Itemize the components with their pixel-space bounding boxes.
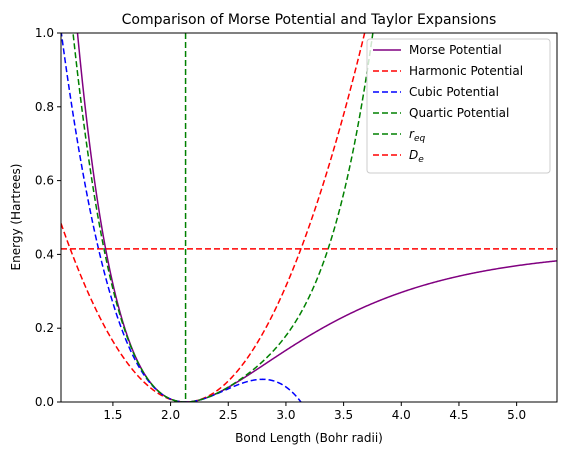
x-tick-label: 3.0	[276, 408, 295, 422]
legend-label: req	[409, 127, 425, 144]
y-axis-label: Energy (Hartrees)	[9, 164, 23, 271]
series-1	[61, 33, 366, 402]
x-tick-label: 1.5	[103, 408, 122, 422]
x-tick-label: 4.5	[449, 408, 468, 422]
x-tick-label: 2.5	[219, 408, 238, 422]
x-tick-label: 5.0	[507, 408, 526, 422]
legend-box	[366, 38, 551, 174]
legend-label: Quartic Potential	[409, 106, 509, 120]
x-tick-label: 3.5	[334, 408, 353, 422]
y-tick-label: 0.8	[35, 100, 54, 114]
series-3	[72, 33, 374, 402]
y-axis: 0.0 0.2 0.4 0.6 0.8 1.0	[35, 26, 61, 409]
series-layer	[61, 33, 557, 402]
x-tick-label: 4.0	[392, 408, 411, 422]
legend-label: Cubic Potential	[409, 85, 499, 99]
chart-title: Comparison of Morse Potential and Taylor…	[122, 12, 497, 28]
plot-frame	[60, 32, 558, 403]
y-tick-label: 0.4	[35, 247, 54, 261]
y-tick-label: 0.0	[35, 395, 54, 409]
y-tick-label: 1.0	[35, 26, 54, 40]
x-tick-label: 2.0	[161, 408, 180, 422]
legend-label: Morse Potential	[409, 43, 502, 57]
x-axis-label: Bond Length (Bohr radii)	[235, 431, 383, 445]
y-tick-label: 0.2	[35, 321, 54, 335]
series-2	[61, 33, 302, 402]
legend-label: De	[409, 148, 424, 165]
x-axis: 1.5 2.0 2.5 3.0 3.5 4.0 4.5 5.0	[103, 402, 526, 422]
y-tick-label: 0.6	[35, 174, 54, 188]
legend: Morse Potential Harmonic Potential Cubic P…	[366, 38, 551, 174]
legend-label: Harmonic Potential	[409, 64, 523, 78]
